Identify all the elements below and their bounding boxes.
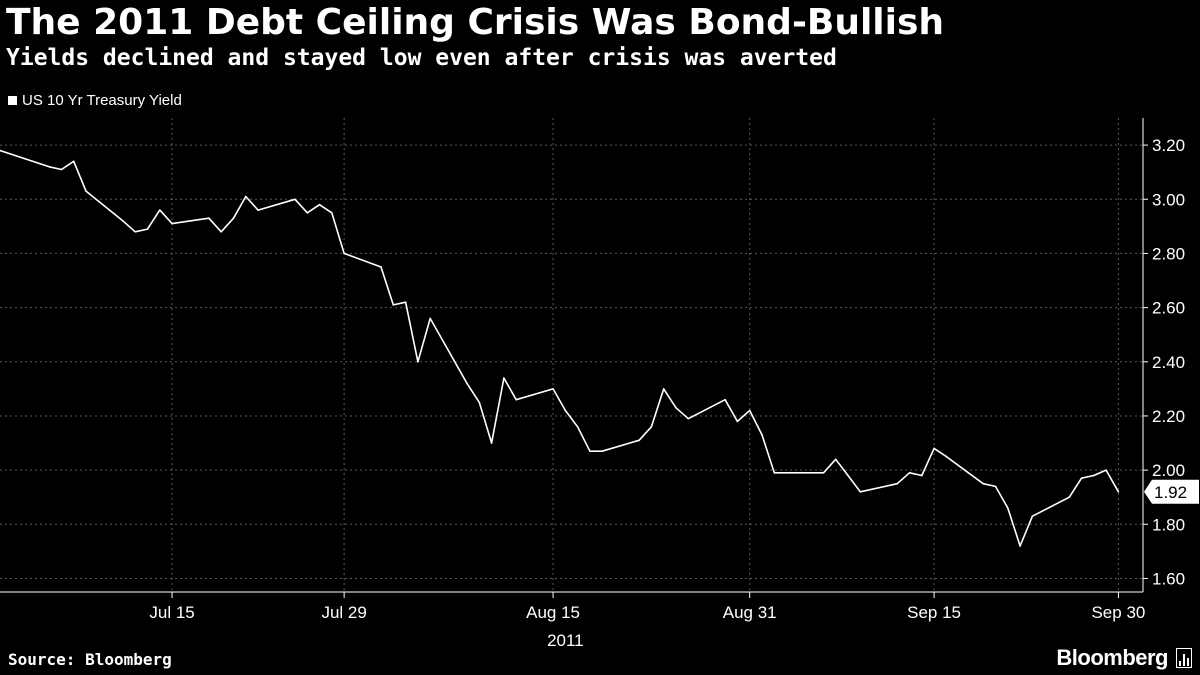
data-point bbox=[60, 168, 63, 171]
data-point bbox=[122, 220, 124, 222]
chart-title: The 2011 Debt Ceiling Crisis Was Bond-Bu… bbox=[6, 2, 945, 43]
y-tick-label: 1.60 bbox=[1152, 569, 1185, 588]
data-point bbox=[736, 420, 739, 423]
data-point bbox=[908, 472, 911, 474]
data-point bbox=[490, 442, 493, 444]
x-tick-label: Jul 15 bbox=[149, 603, 194, 622]
data-point bbox=[220, 230, 223, 233]
data-point bbox=[761, 434, 763, 436]
axes bbox=[0, 118, 1148, 598]
data-point bbox=[158, 209, 161, 211]
legend-label: US 10 Yr Treasury Yield bbox=[22, 92, 182, 109]
data-point bbox=[601, 450, 604, 452]
data-point bbox=[920, 474, 923, 477]
data-point bbox=[847, 474, 849, 477]
data-point bbox=[85, 190, 87, 192]
data-point bbox=[773, 472, 776, 474]
x-tick-label: Aug 31 bbox=[723, 603, 777, 622]
data-point bbox=[1068, 496, 1071, 499]
data-point bbox=[576, 425, 579, 428]
data-point bbox=[478, 401, 481, 404]
series-layer bbox=[0, 149, 1120, 547]
grid-lines bbox=[0, 118, 1143, 592]
data-point bbox=[589, 450, 591, 452]
series-line bbox=[0, 149, 1120, 547]
x-tick-label: Sep 30 bbox=[1091, 603, 1145, 622]
data-point bbox=[638, 439, 640, 442]
source-note: Source: Bloomberg bbox=[8, 650, 172, 669]
data-point bbox=[48, 165, 50, 168]
x-tick-label: Sep 15 bbox=[907, 603, 961, 622]
data-point bbox=[404, 301, 407, 303]
axis-labels: 3.20 3.00 2.80 2.60 2.40 2.20 2.00 1.80 1.60 Jul … bbox=[149, 136, 1199, 650]
bar-chart-icon bbox=[1176, 648, 1192, 668]
data-point bbox=[232, 217, 235, 220]
data-point bbox=[650, 425, 653, 428]
data-point bbox=[896, 482, 898, 485]
y-tick-label: 2.60 bbox=[1152, 299, 1185, 318]
brand-logo: Bloomberg bbox=[1056, 645, 1192, 671]
data-point bbox=[0, 149, 1, 152]
data-point bbox=[208, 217, 210, 220]
data-point bbox=[748, 409, 751, 412]
data-point bbox=[429, 317, 431, 320]
data-point bbox=[257, 209, 259, 211]
data-point bbox=[822, 472, 825, 474]
data-point bbox=[72, 160, 75, 163]
x-tick-label: Jul 29 bbox=[321, 603, 366, 622]
data-point bbox=[982, 482, 985, 485]
data-point bbox=[945, 455, 948, 458]
y-tick-label: 2.20 bbox=[1152, 407, 1185, 426]
data-point bbox=[859, 490, 862, 493]
data-point bbox=[1080, 477, 1083, 480]
data-point bbox=[552, 388, 554, 390]
last-value-label: 1.92 bbox=[1154, 483, 1187, 502]
data-point bbox=[834, 458, 837, 461]
data-point bbox=[171, 222, 173, 225]
x-tick-label: Aug 15 bbox=[526, 603, 580, 622]
data-point bbox=[515, 398, 517, 401]
data-point bbox=[662, 388, 665, 390]
data-point bbox=[1007, 507, 1009, 509]
data-point bbox=[994, 485, 997, 488]
data-point bbox=[417, 360, 419, 363]
data-point bbox=[687, 417, 690, 420]
data-point bbox=[466, 382, 468, 385]
data-point bbox=[1117, 490, 1120, 493]
data-point bbox=[318, 203, 321, 206]
legend-swatch bbox=[8, 96, 17, 105]
data-point bbox=[245, 195, 247, 198]
data-point bbox=[933, 447, 935, 450]
chart-subtitle: Yields declined and stayed low even afte… bbox=[6, 45, 837, 71]
y-tick-label: 2.00 bbox=[1152, 461, 1185, 480]
data-point bbox=[675, 407, 677, 409]
y-tick-label: 1.80 bbox=[1152, 515, 1185, 534]
x-axis-label: 2011 bbox=[547, 631, 584, 650]
data-point bbox=[380, 266, 382, 268]
data-point bbox=[306, 212, 309, 214]
data-point bbox=[503, 377, 505, 379]
data-point bbox=[294, 198, 296, 201]
legend: US 10 Yr Treasury Yield bbox=[8, 92, 182, 109]
data-point bbox=[1019, 545, 1021, 547]
y-tick-label: 3.00 bbox=[1152, 190, 1185, 209]
y-tick-label: 3.20 bbox=[1152, 136, 1185, 155]
data-point bbox=[1093, 474, 1095, 477]
brand-name: Bloomberg bbox=[1056, 645, 1168, 670]
data-point bbox=[724, 398, 726, 401]
last-value-badge bbox=[1144, 479, 1199, 504]
data-point bbox=[331, 212, 333, 214]
data-point bbox=[1105, 469, 1107, 471]
data-point bbox=[564, 409, 567, 412]
y-tick-label: 2.40 bbox=[1152, 353, 1185, 372]
data-point bbox=[392, 304, 395, 306]
data-point bbox=[1031, 515, 1034, 517]
y-tick-label: 2.80 bbox=[1152, 244, 1185, 263]
data-point bbox=[146, 228, 149, 230]
data-point bbox=[343, 252, 345, 255]
data-point bbox=[134, 230, 136, 233]
